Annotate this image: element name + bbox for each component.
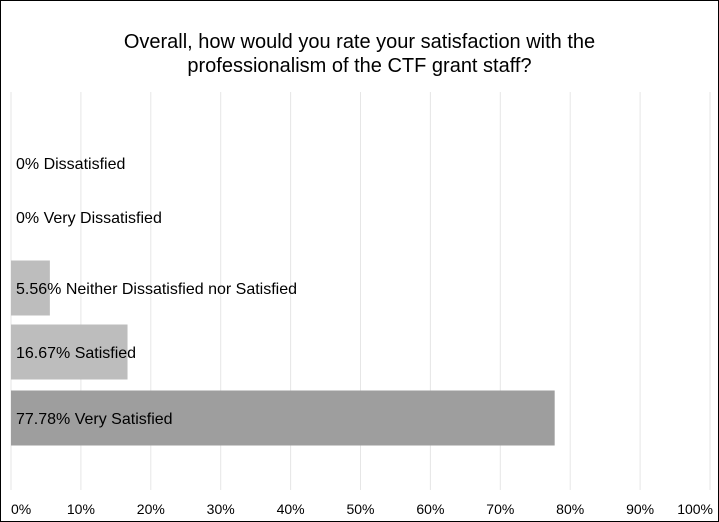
- bar-very-satisfied: [11, 390, 555, 446]
- x-tick-label: 80%: [556, 501, 584, 517]
- x-tick-label: 90%: [626, 501, 654, 517]
- x-tick-label: 20%: [137, 501, 165, 517]
- x-tick-label: 40%: [277, 501, 305, 517]
- data-label: 0% Dissatisfied: [16, 156, 125, 173]
- x-tick-label: 100%: [677, 501, 713, 517]
- data-label: 5.56% Neither Dissatisfied nor Satisfied: [16, 281, 297, 298]
- chart-title-line-1: Overall, how would you rate your satisfa…: [123, 31, 596, 53]
- data-label: 16.67% Satisfied: [16, 345, 136, 362]
- x-tick-label: 70%: [486, 501, 514, 517]
- x-tick-label: 0%: [11, 501, 31, 517]
- bar-satisfied: [11, 324, 128, 380]
- bar-neither-dissatisfied-nor-satisfied: [11, 260, 50, 316]
- x-tick-label: 10%: [67, 501, 95, 517]
- x-tick-label: 60%: [416, 501, 444, 517]
- chart-title-line-2: professionalism of the CTF grant staff?: [187, 55, 532, 77]
- x-tick-label: 50%: [346, 501, 374, 517]
- data-label: 77.78% Very Satisfied: [16, 411, 173, 428]
- data-label: 0% Very Dissatisfied: [16, 210, 162, 227]
- x-tick-label: 30%: [207, 501, 235, 517]
- chart-title: Overall, how would you rate your satisfa…: [0, 30, 719, 78]
